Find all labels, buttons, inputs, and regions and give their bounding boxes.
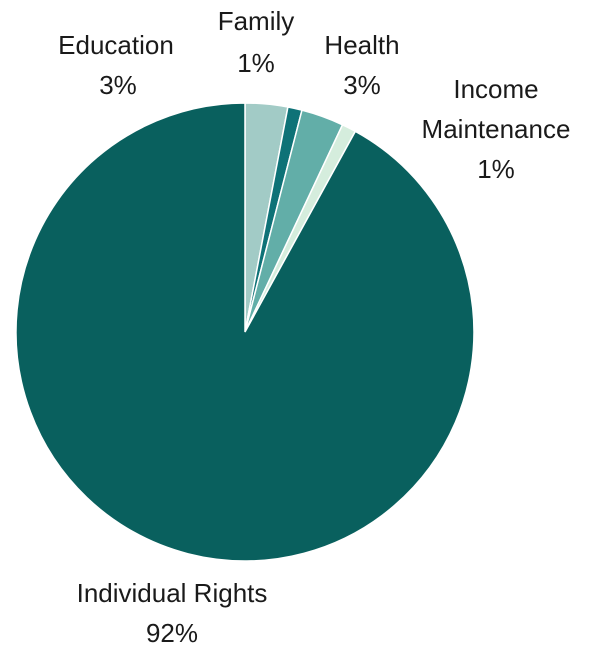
- label-income-name-line2: Maintenance: [422, 114, 571, 144]
- label-income-maintenance: Income Maintenance 1%: [422, 74, 571, 184]
- label-income-pct: 1%: [477, 154, 515, 184]
- label-individual-rights-pct: 92%: [146, 618, 198, 648]
- label-health: Health 3%: [324, 30, 399, 100]
- label-individual-rights: Individual Rights 92%: [77, 578, 268, 648]
- label-education-pct: 3%: [99, 70, 137, 100]
- label-income-name-line1: Income: [453, 74, 538, 104]
- label-individual-rights-name: Individual Rights: [77, 578, 268, 608]
- label-health-pct: 3%: [343, 70, 381, 100]
- label-family-pct: 1%: [237, 48, 275, 78]
- label-family: Family 1%: [218, 6, 295, 78]
- label-health-name: Health: [324, 30, 399, 60]
- label-education: Education 3%: [58, 30, 174, 100]
- label-family-name: Family: [218, 6, 295, 36]
- label-education-name: Education: [58, 30, 174, 60]
- pie-slice-individual-rights: [15, 102, 475, 562]
- pie-slices: [15, 102, 475, 562]
